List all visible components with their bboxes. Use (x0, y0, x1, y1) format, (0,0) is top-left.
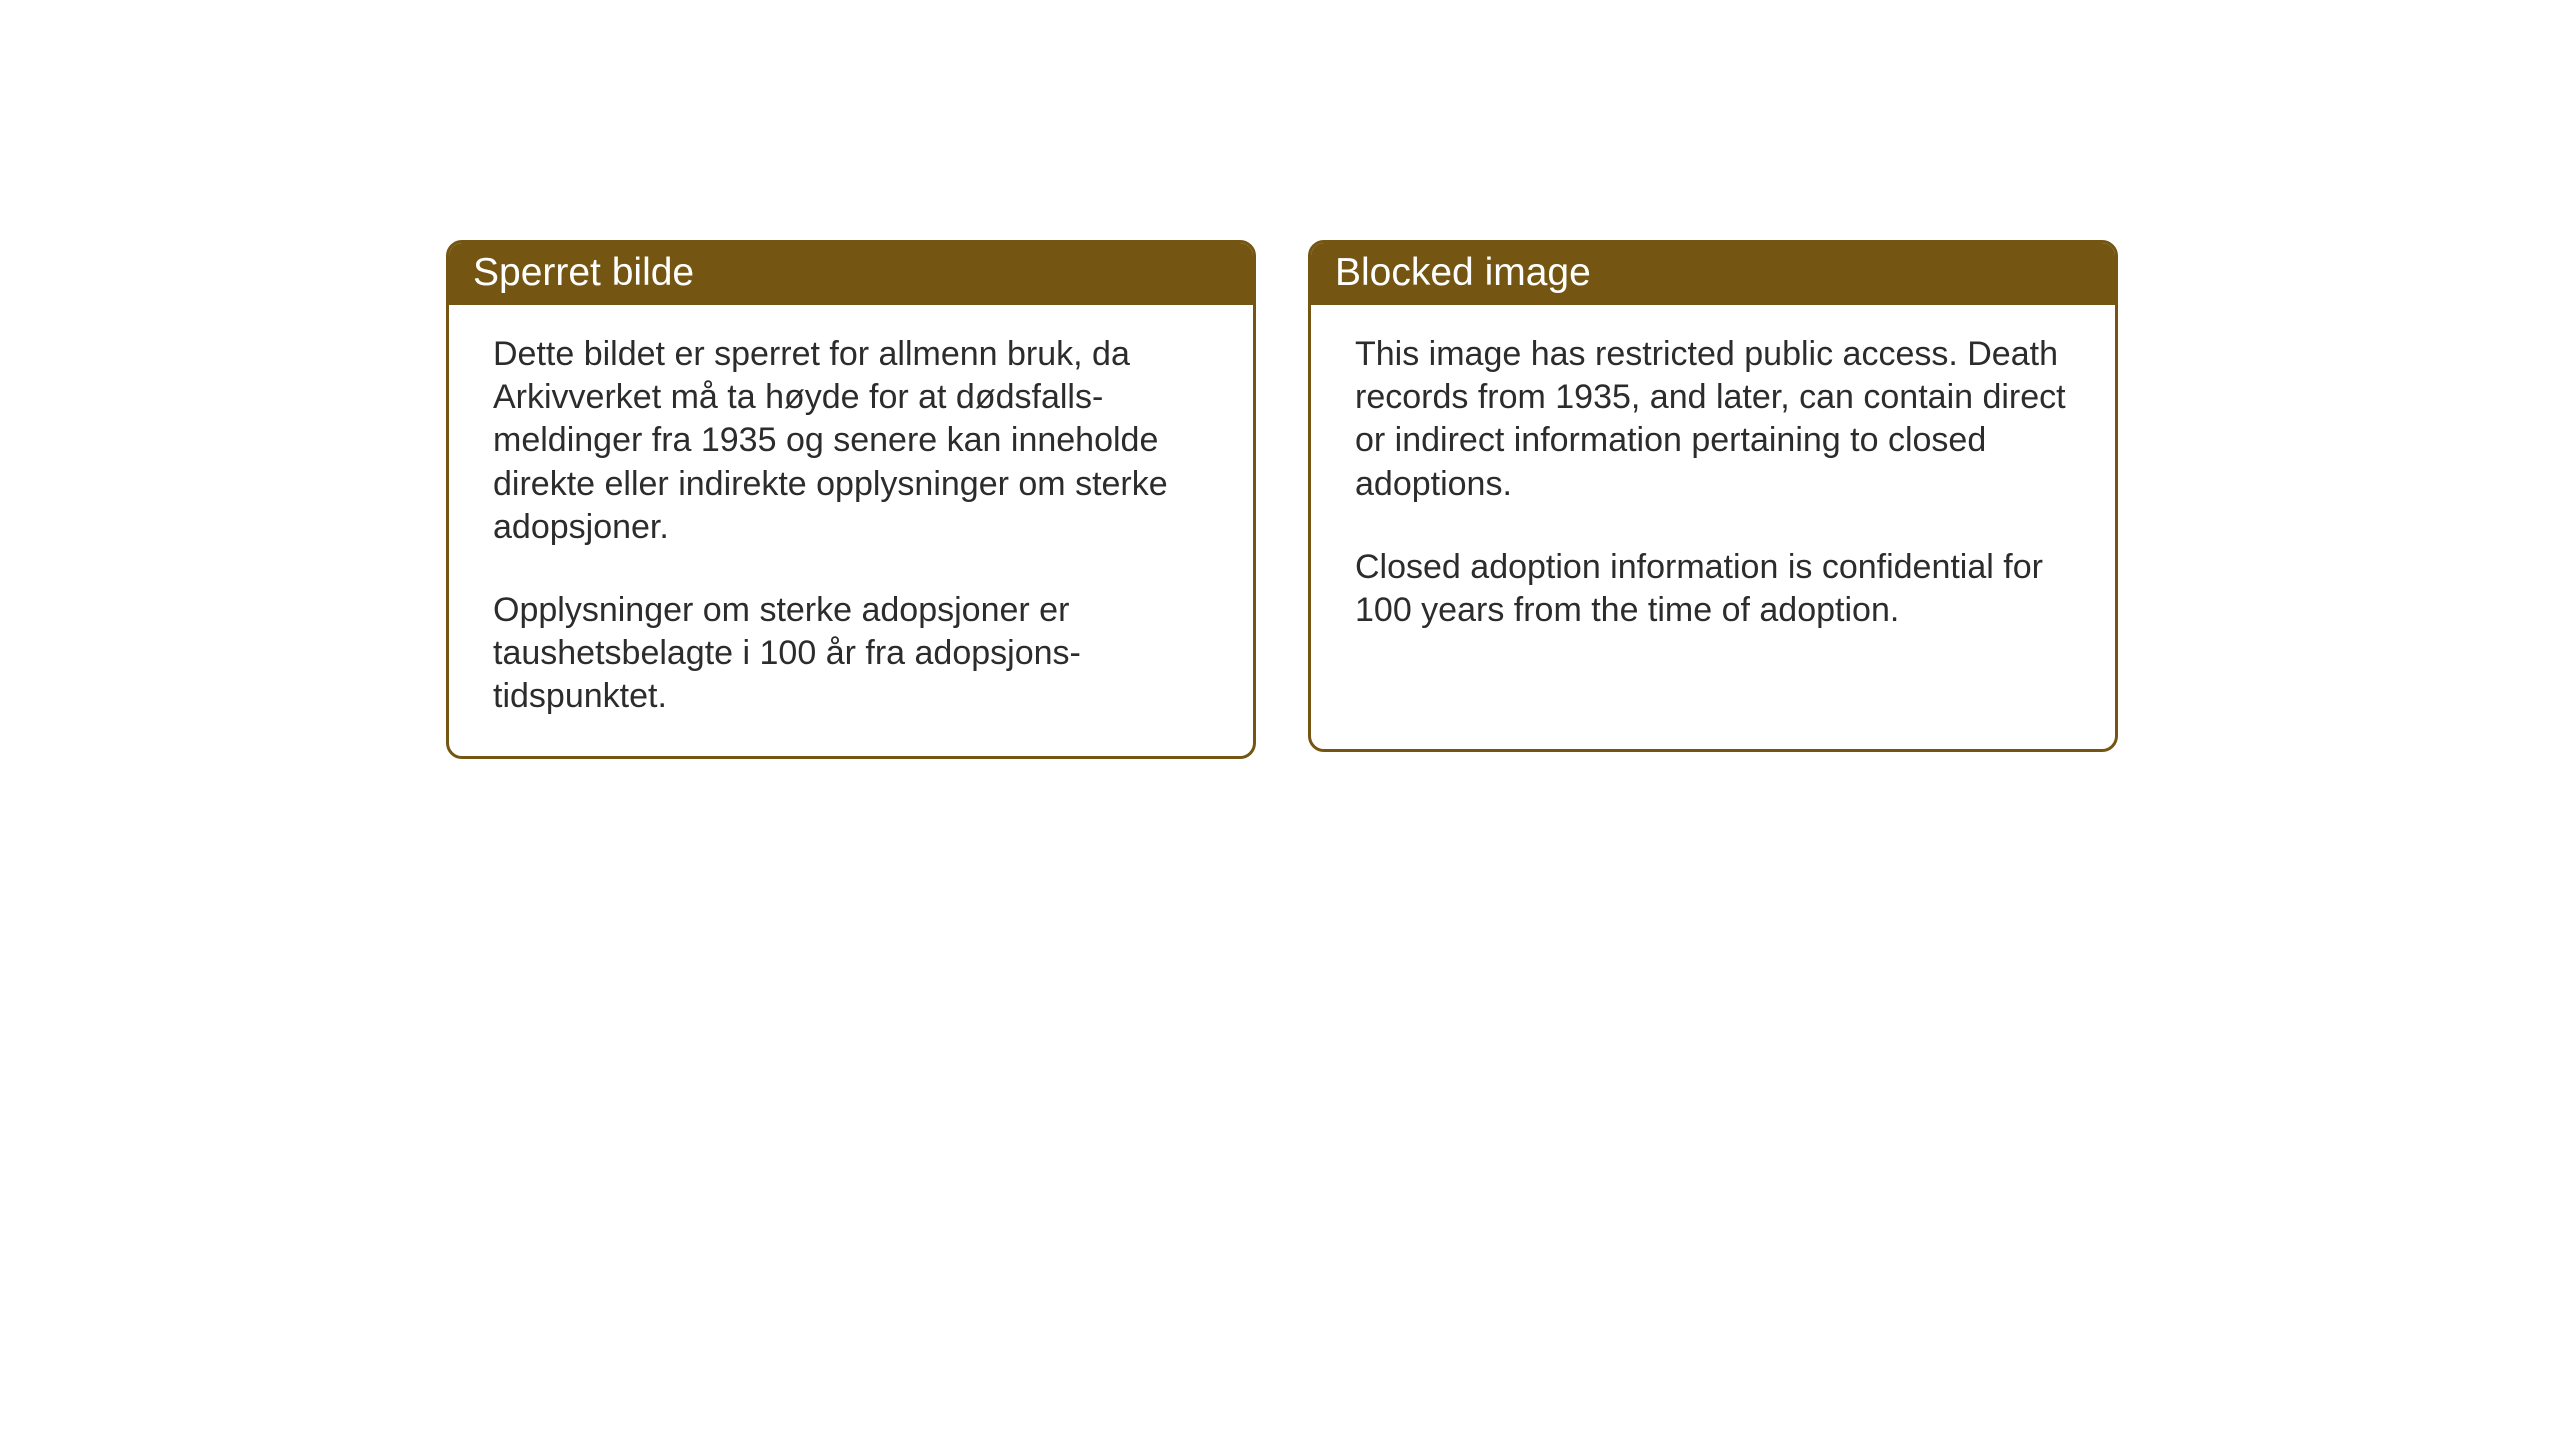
notice-card-norwegian: Sperret bilde Dette bildet er sperret fo… (446, 240, 1256, 759)
notice-container: Sperret bilde Dette bildet er sperret fo… (446, 240, 2118, 759)
notice-para-2-norwegian: Opplysninger om sterke adopsjoner er tau… (493, 589, 1213, 719)
notice-para-1-norwegian: Dette bildet er sperret for allmenn bruk… (493, 333, 1213, 549)
notice-card-english: Blocked image This image has restricted … (1308, 240, 2118, 752)
notice-para-1-english: This image has restricted public access.… (1355, 333, 2075, 506)
notice-body-norwegian: Dette bildet er sperret for allmenn bruk… (449, 305, 1253, 756)
notice-title-english: Blocked image (1311, 243, 2115, 305)
notice-body-english: This image has restricted public access.… (1311, 305, 2115, 670)
notice-title-norwegian: Sperret bilde (449, 243, 1253, 305)
notice-para-2-english: Closed adoption information is confident… (1355, 546, 2075, 632)
